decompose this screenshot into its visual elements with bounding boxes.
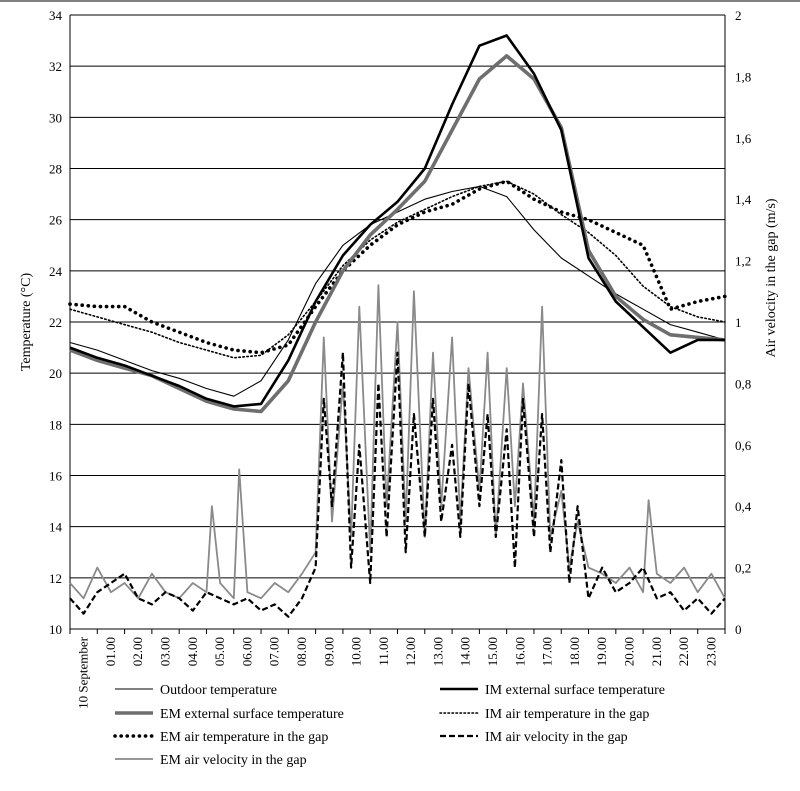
legend-label-outdoor-temperature: Outdoor temperature — [160, 683, 277, 698]
x-tick-label: 23.00 — [703, 637, 718, 666]
legend-label-em-external-surface-temperature: EM external surface temperature — [160, 707, 344, 722]
series-line-im-air-temperature-in-the-gap — [69, 180, 726, 359]
x-tick-label: 01.00 — [103, 637, 118, 666]
x-tick-label: 12.00 — [403, 637, 418, 666]
y-tick-label: 14 — [49, 520, 63, 535]
y2-axis-tick-labels: 0 0,2 0,4 0,6 0,8 1 1,2 1,4 1,6 1,8 2 — [735, 8, 752, 637]
x-tick-label: 10 September — [76, 636, 91, 709]
y-tick-label: 16 — [49, 469, 63, 484]
x-tick-label: 17.00 — [540, 637, 555, 666]
x-tick-label: 02.00 — [130, 637, 145, 666]
y-tick-label: 26 — [49, 213, 63, 228]
series-line-em-air-temperature-in-the-gap — [68, 179, 727, 355]
y-tick-label: 30 — [49, 110, 62, 125]
x-tick-label: 07.00 — [267, 637, 282, 666]
x-tick-label: 06.00 — [239, 637, 254, 666]
y-tick-label: 34 — [49, 8, 63, 23]
y-tick-label: 12 — [49, 571, 62, 586]
y2-tick-label: 1,8 — [735, 69, 751, 84]
y2-tick-label: 1,6 — [735, 131, 752, 146]
legend-label-em-air-temperature-in-the-gap: EM air temperature in the gap — [160, 730, 328, 745]
x-tick-label: 10.00 — [349, 637, 364, 666]
legend-label-im-air-velocity-in-the-gap: IM air velocity in the gap — [485, 730, 628, 745]
y2-tick-label: 0,6 — [735, 438, 752, 453]
legend-label-im-air-temperature-in-the-gap: IM air temperature in the gap — [485, 707, 649, 722]
x-tick-label: 05.00 — [212, 637, 227, 666]
x-tick-label: 16.00 — [512, 637, 527, 666]
gridlines — [70, 14, 725, 630]
series-line-em-air-velocity-in-the-gap — [69, 284, 726, 600]
y-tick-label: 28 — [49, 162, 62, 177]
y-tick-label: 10 — [49, 622, 62, 637]
series-line-em-external-surface-temperature — [69, 54, 726, 414]
series-lines — [68, 34, 727, 618]
x-tick-label: 15.00 — [485, 637, 500, 666]
y2-tick-label: 1,4 — [735, 192, 752, 207]
y-tick-label: 20 — [49, 366, 62, 381]
legend-label-em-air-velocity-in-the-gap: EM air velocity in the gap — [160, 753, 307, 768]
x-tick-label: 04.00 — [185, 637, 200, 666]
y-axis-title: Temperature (°C) — [19, 273, 34, 372]
y-tick-label: 18 — [49, 417, 62, 432]
y2-tick-label: 0 — [735, 622, 742, 637]
y2-tick-label: 0,4 — [735, 499, 752, 514]
y2-axis-title: Air velocity in the gap (m/s) — [764, 198, 779, 357]
x-tick-label: 13.00 — [430, 637, 445, 666]
x-tick-label: 22.00 — [676, 637, 691, 666]
x-tick-label: 19.00 — [594, 637, 609, 666]
x-tick-label: 11.00 — [376, 637, 391, 666]
x-tick-label: 18.00 — [567, 637, 582, 666]
x-tick-label: 03.00 — [158, 637, 173, 666]
y2-tick-label: 1 — [735, 315, 742, 330]
x-tick-label: 14.00 — [458, 637, 473, 666]
y2-tick-label: 2 — [735, 8, 742, 23]
x-tick-label: 20.00 — [621, 637, 636, 666]
y-tick-label: 24 — [49, 264, 63, 279]
y2-tick-label: 0,2 — [735, 561, 751, 576]
y-tick-label: 32 — [49, 59, 62, 74]
series-line-im-external-surface-temperature — [69, 34, 725, 408]
y-tick-label: 22 — [49, 315, 62, 330]
series-line-im-air-velocity-in-the-gap — [69, 351, 726, 618]
x-tick-label: 09.00 — [321, 637, 336, 666]
x-tick-label: 08.00 — [294, 637, 309, 666]
legend-label-im-external-surface-temperature: IM external surface temperature — [485, 683, 665, 698]
legend: Outdoor temperature IM external surface t… — [113, 683, 665, 768]
x-tick-label: 21.00 — [649, 637, 664, 666]
y-axis-tick-labels: 10 12 14 16 18 20 22 24 26 28 30 32 34 — [49, 8, 63, 637]
x-axis-tick-labels: 10 September 01.00 02.00 03.00 04.00 05.00 06.… — [76, 636, 719, 709]
y2-tick-label: 0,8 — [735, 376, 751, 391]
y2-tick-label: 1,2 — [735, 254, 751, 269]
